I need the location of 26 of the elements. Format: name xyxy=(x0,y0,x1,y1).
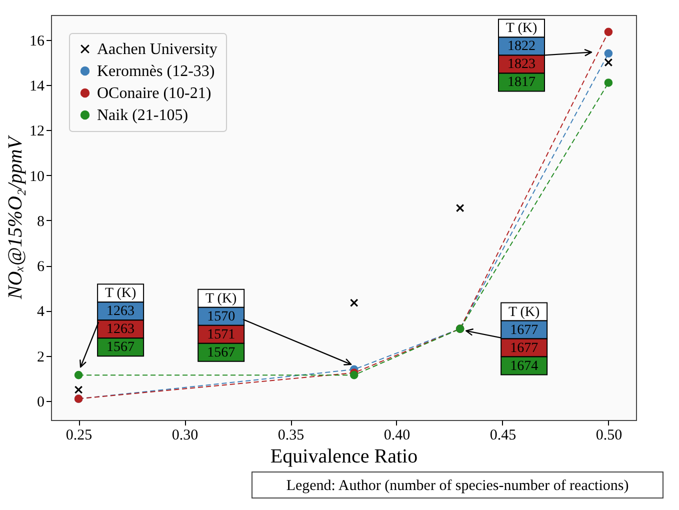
annotation: T (K) 1263 1263 1567 xyxy=(104,286,137,356)
legend-label: Keromnès (12-33) xyxy=(97,63,215,80)
y-tick-label: 4 xyxy=(37,304,45,320)
y-tick-label: 14 xyxy=(30,78,45,94)
x-tick-label: 0.35 xyxy=(278,428,304,444)
annotation: T (K) 1822 1823 1817 xyxy=(506,21,538,90)
y-tick-label: 6 xyxy=(37,259,45,276)
legend-label: Aachen University xyxy=(97,41,218,58)
annotation: T (K) 1677 1677 1674 xyxy=(508,304,540,374)
y-tick-label: 10 xyxy=(30,168,44,185)
x-tick-label: 0.50 xyxy=(596,428,622,444)
y-tick-label: 12 xyxy=(30,124,44,140)
y-tick-label: 0 xyxy=(37,394,44,411)
y-tick-label: 8 xyxy=(37,214,44,230)
x-tick-label: 0.25 xyxy=(66,428,92,444)
x-tick-label: 0.40 xyxy=(384,428,410,444)
legend-label: Naik (21-105) xyxy=(97,107,188,124)
x-axis-title: Equivalence Ratio xyxy=(270,446,418,468)
legend-label: OConaire (10-21) xyxy=(97,85,212,102)
annotation: T (K) 1570 1571 1567 xyxy=(205,291,238,360)
x-tick-label: 0.30 xyxy=(172,428,198,444)
x-tick-label: 0.45 xyxy=(490,428,516,444)
y-tick-label: 16 xyxy=(30,33,45,50)
text: Legend: Author (number of species-number of reactions) xyxy=(286,478,629,494)
y-tick-label: 2 xyxy=(37,349,44,366)
y-axis-title: NOₓ@15%O₂/ppmV xyxy=(4,134,26,300)
